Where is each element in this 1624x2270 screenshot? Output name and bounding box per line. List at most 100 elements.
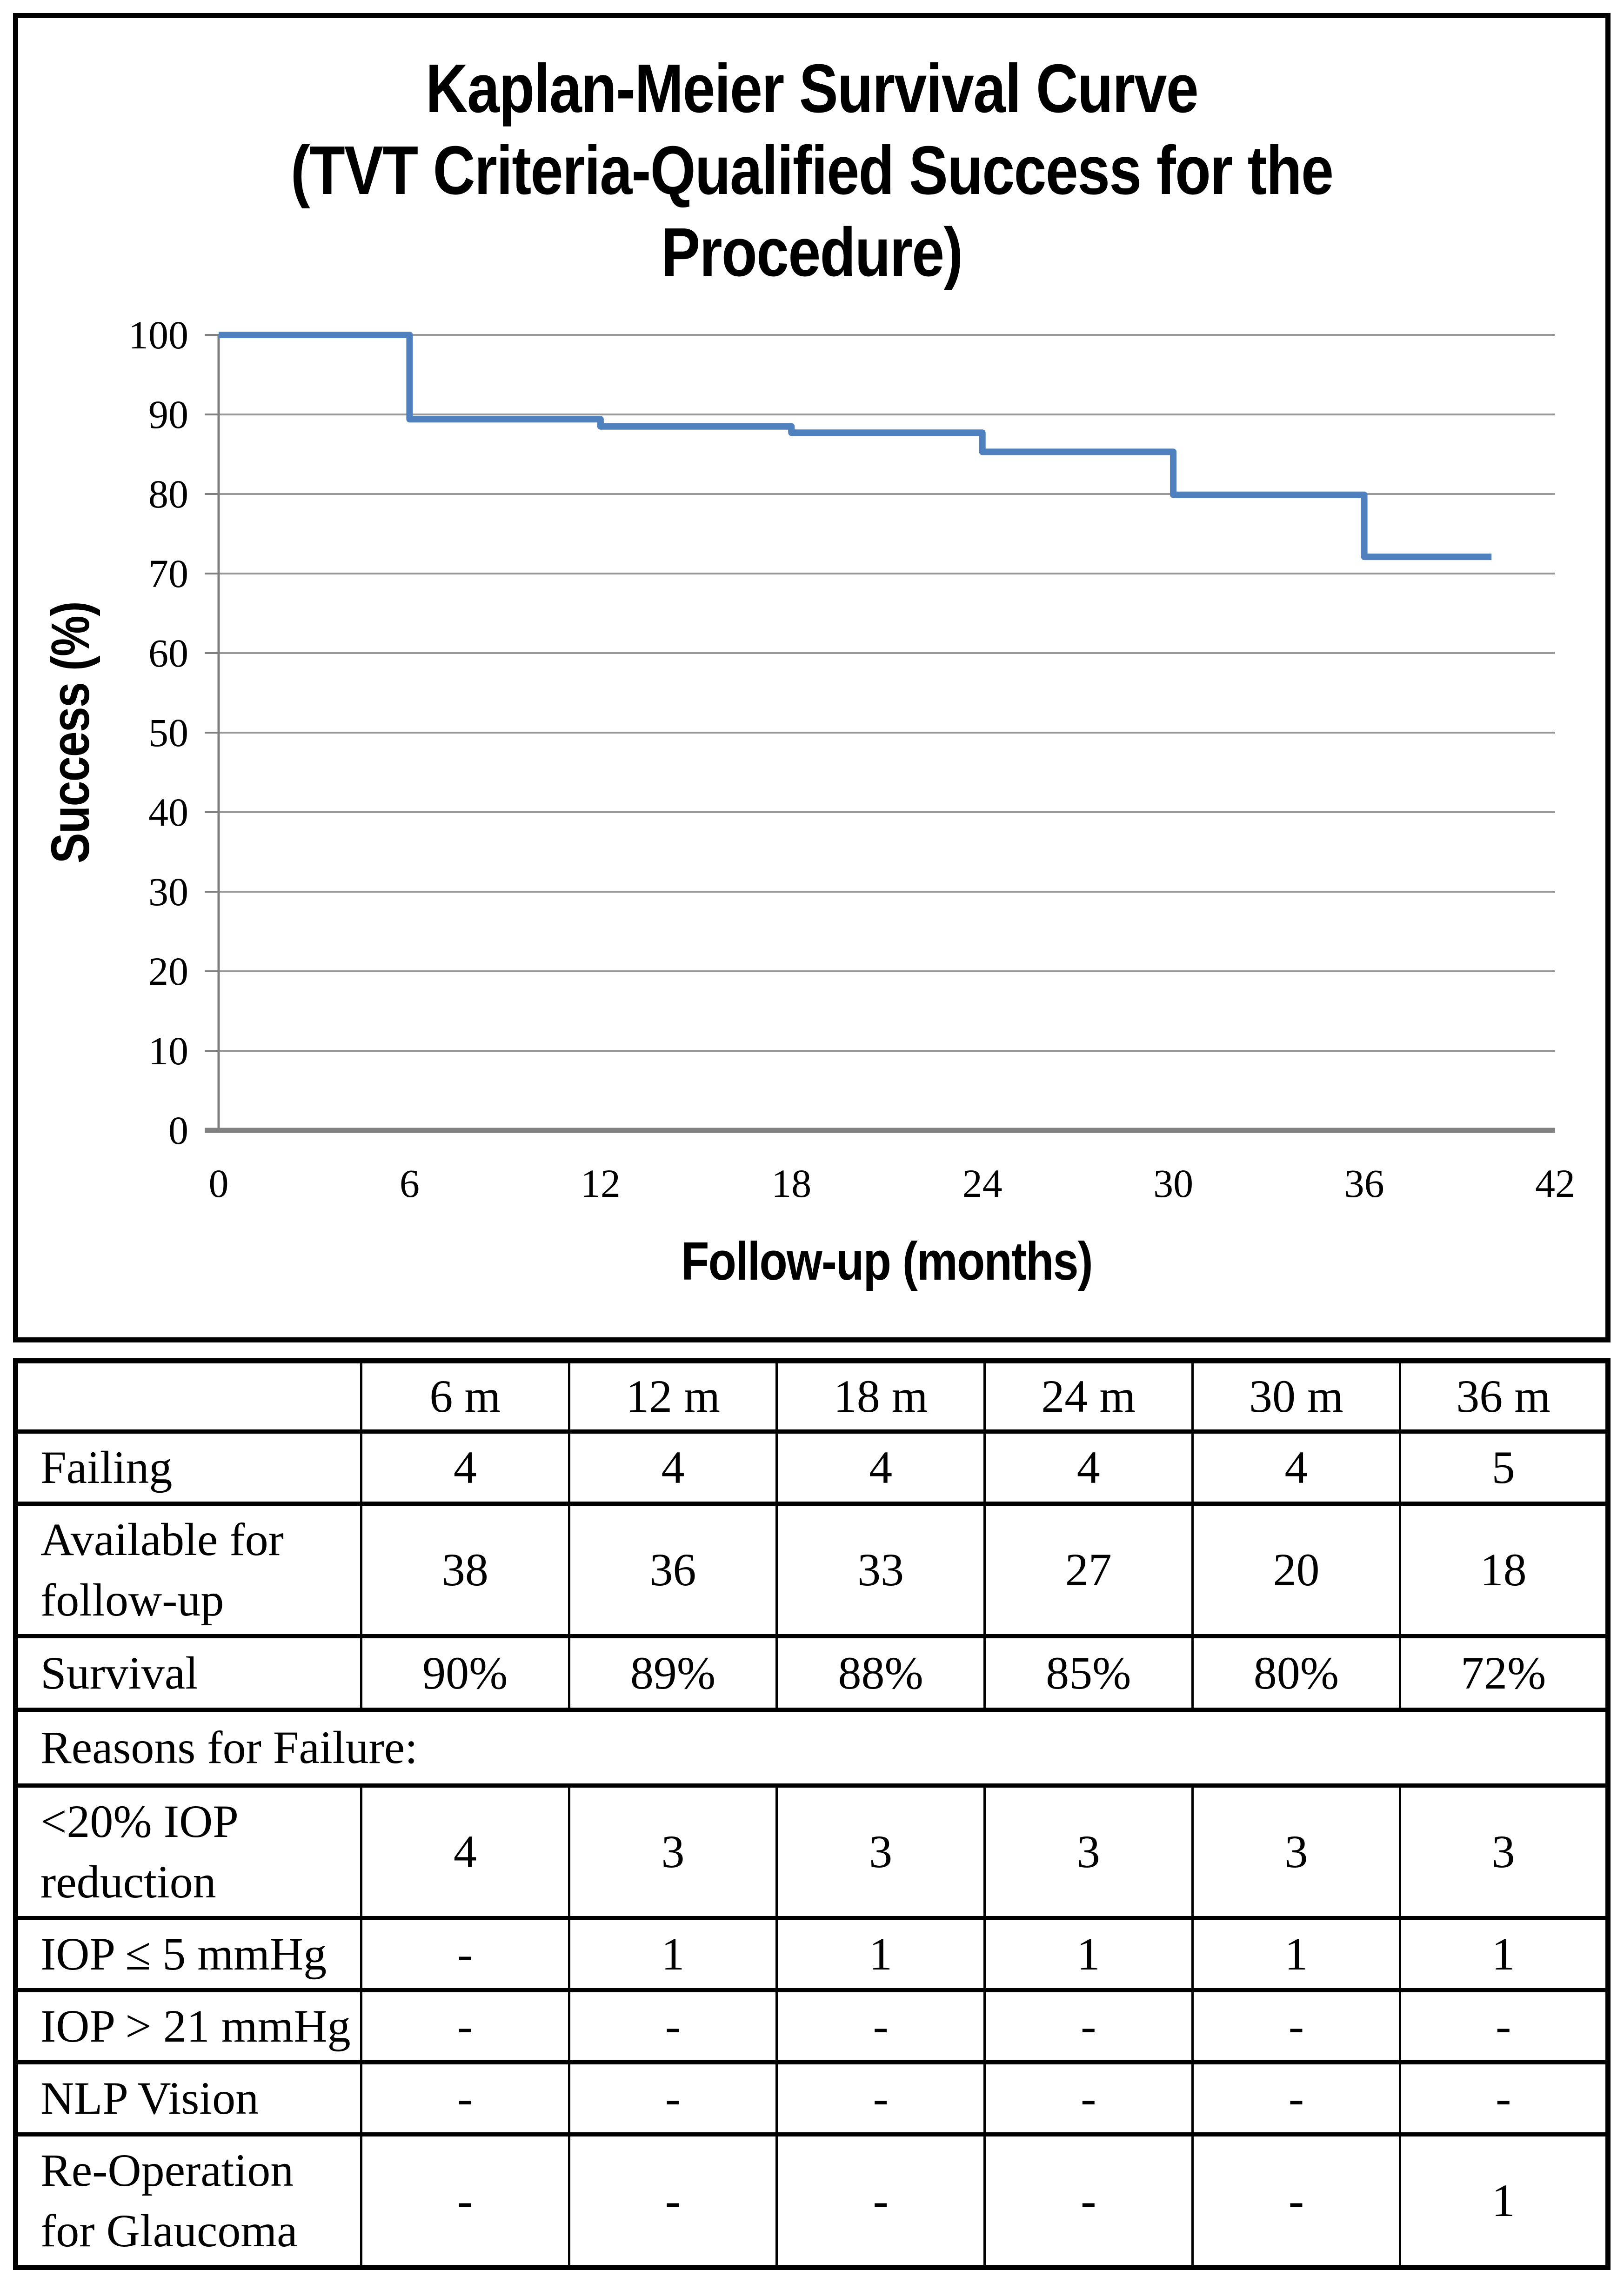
y-tick-label: 0 [168, 1108, 188, 1153]
table-row: Survival 90% 89% 88% 85% 80% 72% [14, 1634, 1609, 1712]
value-cell: - [360, 2132, 570, 2270]
value-cell: 4 [360, 1783, 570, 1920]
x-tick-labels: 0 6 12 18 24 30 36 42 [209, 1161, 1576, 1206]
value-cell: 4 [1191, 1429, 1402, 1506]
chart-title-line-1: Kaplan-Meier Survival Curve [425, 50, 1199, 127]
value-cell: 3 [983, 1783, 1194, 1920]
table-row: Failing 4 4 4 4 4 5 [14, 1429, 1609, 1506]
x-tick-label: 12 [581, 1161, 621, 1206]
y-tick-label: 50 [148, 710, 188, 755]
table-row: NLP Vision - - - - - - [14, 2060, 1609, 2136]
row-label: IOP > 21 mmHg [14, 1988, 362, 2064]
value-cell: 3 [568, 1783, 778, 1920]
value-cell: - [1191, 2132, 1402, 2270]
value-cell: 36 [568, 1502, 778, 1638]
value-cell: - [1191, 2060, 1402, 2136]
value-cell: 4 [775, 1429, 986, 1506]
value-cell: 1 [1191, 1916, 1402, 1992]
x-tick-label: 18 [771, 1161, 811, 1206]
row-label: Available for follow-up [14, 1502, 362, 1638]
table-row: IOP > 21 mmHg - - - - - - [14, 1988, 1609, 2064]
month-column-header: 18 m [775, 1359, 986, 1434]
x-tick-label: 6 [400, 1161, 420, 1206]
value-cell: 4 [983, 1429, 1194, 1506]
table-row: Reasons for Failure: [14, 1708, 1609, 1788]
chart-title: Kaplan-Meier Survival Curve (TVT Criteri… [137, 48, 1486, 294]
x-tick-label: 24 [962, 1161, 1002, 1206]
value-cell: - [568, 2132, 778, 2270]
row-label: Failing [14, 1429, 362, 1506]
value-cell: - [775, 2060, 986, 2136]
value-cell: 89% [568, 1634, 778, 1712]
value-cell: - [568, 2060, 778, 2136]
table-row: <20% IOP reduction 4 3 3 3 3 3 [14, 1783, 1609, 1920]
value-cell: 38 [360, 1502, 570, 1638]
y-tick-label: 90 [148, 392, 188, 437]
row-label: Re-Operation for Glaucoma [14, 2132, 362, 2270]
x-tick-label: 42 [1535, 1161, 1575, 1206]
plot-area: 0 10 20 30 40 50 60 70 80 90 100 0 6 12 18 24 30 36 42 Fo… [40, 313, 1576, 1291]
table-row: IOP ≤ 5 mmHg -1 1 1 1 1 [14, 1916, 1609, 1992]
value-cell: - [775, 1988, 986, 2064]
value-cell: 88% [775, 1634, 986, 1712]
value-cell: 1 [568, 1916, 778, 1992]
survival-step-curve [219, 332, 1492, 561]
month-column-header: 6 m [360, 1359, 570, 1434]
month-column-header: 24 m [983, 1359, 1194, 1434]
month-column-header: 30 m [1191, 1359, 1402, 1434]
x-tick-label: 30 [1153, 1161, 1193, 1206]
table-row: Re-Operation for Glaucoma - - - - -1 [14, 2132, 1609, 2270]
section-label: Reasons for Failure: [14, 1708, 1609, 1788]
row-label: Survival [14, 1634, 362, 1712]
y-tick-label: 30 [148, 869, 188, 914]
value-cell: - [775, 2132, 986, 2270]
value-cell: 85% [983, 1634, 1194, 1712]
value-cell: 3 [1191, 1783, 1402, 1920]
row-label: IOP ≤ 5 mmHg [14, 1916, 362, 1992]
month-column-header: 36 m [1399, 1359, 1609, 1434]
value-cell: 27 [983, 1502, 1194, 1638]
value-cell: 80% [1191, 1634, 1402, 1712]
value-cell: - [983, 1988, 1194, 2064]
y-axis-ticks [205, 334, 219, 1131]
x-tick-label: 0 [209, 1161, 229, 1206]
table-row: Available for follow-up 38 36 33 27 20 18 [14, 1502, 1609, 1638]
y-axis-title: Success (%) [40, 602, 100, 863]
value-cell: 90% [360, 1634, 570, 1712]
y-tick-label: 70 [148, 551, 188, 596]
km-chart-figure: 0 10 20 30 40 50 60 70 80 90 100 0 6 12 18 24 30 36 42 Fo… [13, 13, 1611, 1342]
value-cell: 4 [360, 1429, 570, 1506]
x-axis-title: Follow-up (months) [681, 1231, 1092, 1291]
value-cell: 1 [1399, 1916, 1609, 1992]
value-cell: - [568, 1988, 778, 2064]
corner-cell [14, 1359, 362, 1434]
y-tick-label: 100 [128, 313, 188, 357]
value-cell: - [360, 1988, 570, 2064]
value-cell: 4 [568, 1429, 778, 1506]
y-tick-label: 80 [148, 472, 188, 516]
y-tick-label: 10 [148, 1028, 188, 1073]
value-cell: - [983, 2132, 1194, 2270]
y-tick-label: 60 [148, 631, 188, 675]
followup-table: 6 m 12 m 18 m 24 m 30 m 36 m Failing 4 4 4 4 4 5 Ava… [13, 1358, 1611, 2270]
chart-title-line-3: Procedure) [661, 214, 963, 291]
x-tick-label: 36 [1344, 1161, 1384, 1206]
value-cell: 1 [983, 1916, 1194, 1992]
value-cell: - [360, 2060, 570, 2136]
value-cell: 3 [1399, 1783, 1609, 1920]
y-tick-label: 40 [148, 790, 188, 835]
chart-title-line-2: (TVT Criteria-Qualified Success for the [290, 132, 1334, 209]
row-label: <20% IOP reduction [14, 1783, 362, 1920]
value-cell: 5 [1399, 1429, 1609, 1506]
value-cell: - [1399, 2060, 1609, 2136]
value-cell: - [1399, 1988, 1609, 2064]
value-cell: - [983, 2060, 1194, 2136]
value-cell: 20 [1191, 1502, 1402, 1638]
value-cell: 33 [775, 1502, 986, 1638]
y-tick-label: 20 [148, 949, 188, 994]
value-cell: 1 [1399, 2132, 1609, 2270]
y-tick-labels: 0 10 20 30 40 50 60 70 80 90 100 [128, 313, 188, 1153]
value-cell: 3 [775, 1783, 986, 1920]
value-cell: - [360, 1916, 570, 1992]
